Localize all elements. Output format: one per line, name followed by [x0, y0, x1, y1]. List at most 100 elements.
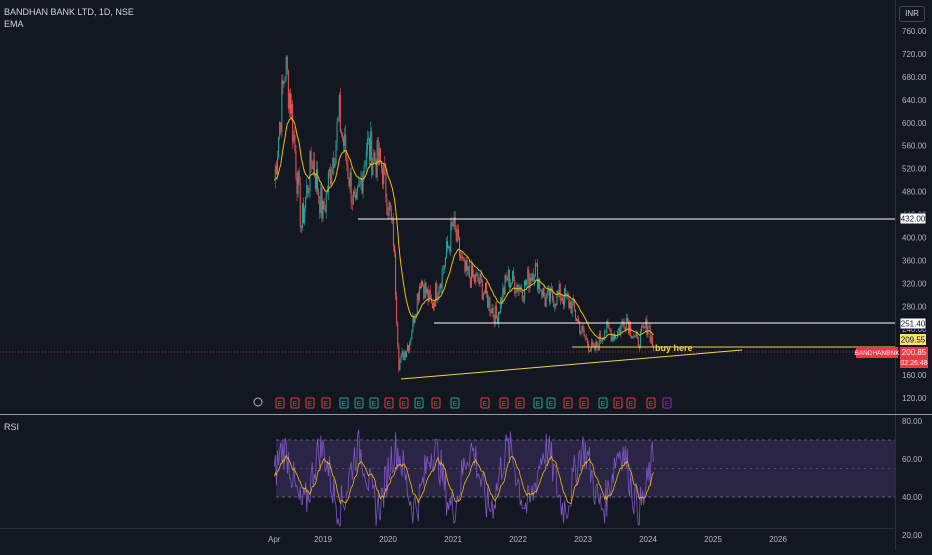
- candle-body: [610, 331, 612, 342]
- candle-body: [591, 341, 593, 350]
- candle-body: [472, 264, 473, 277]
- earnings-marker[interactable]: E: [384, 397, 394, 409]
- candle-body: [639, 331, 641, 349]
- earnings-marker[interactable]: E: [275, 397, 285, 409]
- currency-button[interactable]: INR: [899, 6, 925, 22]
- candle-body: [407, 345, 408, 352]
- symbol-title[interactable]: BANDHAN BANK LTD, 1D, NSE: [4, 7, 134, 17]
- earnings-marker[interactable]: E: [480, 397, 490, 409]
- earnings-marker[interactable]: E: [626, 397, 636, 409]
- rsi-axis[interactable]: 80.00 60.00 40.00 20.00: [902, 417, 923, 540]
- svg-text:E: E: [417, 401, 422, 408]
- time-axis[interactable]: Apr 2019 2020 2021 2022 2023 2024 2025 2026: [268, 535, 787, 544]
- svg-text:E: E: [293, 401, 298, 408]
- candle-body: [397, 323, 399, 346]
- candle-body: [449, 246, 451, 252]
- earnings-marker[interactable]: E: [290, 397, 300, 409]
- candle-body: [498, 312, 499, 324]
- candle-body: [585, 337, 587, 339]
- earnings-marker[interactable]: E: [563, 397, 573, 409]
- candle-body: [438, 290, 440, 297]
- candle-body: [383, 163, 385, 185]
- earnings-marker[interactable]: E: [414, 397, 424, 409]
- candle-body: [596, 341, 598, 347]
- candle-body: [483, 293, 485, 295]
- svg-text:E: E: [278, 401, 283, 408]
- earnings-marker[interactable]: E: [515, 397, 525, 409]
- candle-body: [420, 286, 421, 288]
- candle-body: [571, 301, 573, 314]
- ema-legend[interactable]: EMA: [4, 19, 24, 29]
- earnings-marker[interactable]: E: [662, 397, 672, 409]
- candle-body: [437, 296, 439, 300]
- ema-path: [273, 116, 654, 340]
- rsi-legend[interactable]: RSI: [4, 422, 20, 432]
- candle-body: [496, 317, 498, 324]
- candle-body: [338, 94, 340, 117]
- candle-body: [512, 271, 514, 283]
- rsi-path: [273, 429, 654, 527]
- earnings-marker[interactable]: E: [579, 397, 589, 409]
- dividend-icon[interactable]: [253, 397, 263, 407]
- earnings-marker[interactable]: E: [499, 397, 509, 409]
- candle-body: [318, 191, 320, 198]
- candle-body: [628, 321, 629, 333]
- earnings-marker[interactable]: E: [321, 397, 331, 409]
- candle-body: [334, 163, 336, 168]
- candle-body: [345, 134, 347, 159]
- candle-body: [492, 307, 494, 315]
- candle-body: [526, 280, 528, 286]
- candle-body: [309, 150, 311, 192]
- candle-body: [637, 337, 639, 348]
- svg-text:E: E: [518, 401, 523, 408]
- candle-body: [550, 288, 551, 302]
- trend-line[interactable]: [400, 349, 743, 380]
- earnings-marker[interactable]: E: [450, 397, 460, 409]
- candle-body: [288, 93, 290, 109]
- candle-body: [593, 345, 595, 347]
- badge-209-text: 209.55: [901, 336, 926, 345]
- earnings-marker[interactable]: E: [533, 397, 543, 409]
- candle-body: [375, 160, 377, 178]
- earnings-marker[interactable]: E: [431, 397, 441, 409]
- earnings-marker[interactable]: E: [613, 397, 623, 409]
- candle-body: [402, 351, 404, 360]
- rsi-tick: 80.00: [902, 417, 923, 426]
- candle-body: [608, 324, 610, 330]
- price-tick: 600.00: [902, 119, 927, 128]
- candle-body: [598, 333, 600, 351]
- earnings-marker[interactable]: E: [646, 397, 656, 409]
- candle-body: [279, 122, 281, 137]
- candle-body: [629, 323, 631, 333]
- earnings-marker[interactable]: E: [598, 397, 608, 409]
- earnings-marker[interactable]: E: [339, 397, 349, 409]
- candle-body: [377, 139, 379, 165]
- earnings-marker[interactable]: E: [354, 397, 364, 409]
- candle-body: [642, 326, 644, 328]
- earnings-marker[interactable]: E: [369, 397, 379, 409]
- earnings-marker[interactable]: E: [546, 397, 556, 409]
- candle-body: [529, 277, 531, 289]
- candle-body: [371, 131, 373, 175]
- candle-body: [558, 284, 560, 294]
- svg-text:E: E: [357, 401, 362, 408]
- candle-body: [403, 352, 405, 360]
- candle-body: [381, 161, 382, 169]
- svg-text:E: E: [566, 401, 571, 408]
- candle-body: [482, 293, 484, 300]
- candle-body: [404, 352, 406, 358]
- candle-body: [576, 318, 577, 322]
- candle-body: [531, 273, 533, 281]
- time-tick: 2025: [704, 535, 722, 544]
- price-axis[interactable]: 760.00 720.00 680.00 640.00 600.00 560.00 520.…: [902, 27, 927, 403]
- earnings-marker[interactable]: E: [399, 397, 409, 409]
- rsi-ma-path: [273, 454, 654, 505]
- candle-body: [431, 303, 433, 309]
- candle-body: [304, 208, 306, 224]
- earnings-marker[interactable]: E: [305, 397, 315, 409]
- candle-body: [604, 332, 606, 340]
- candle-body: [401, 351, 403, 355]
